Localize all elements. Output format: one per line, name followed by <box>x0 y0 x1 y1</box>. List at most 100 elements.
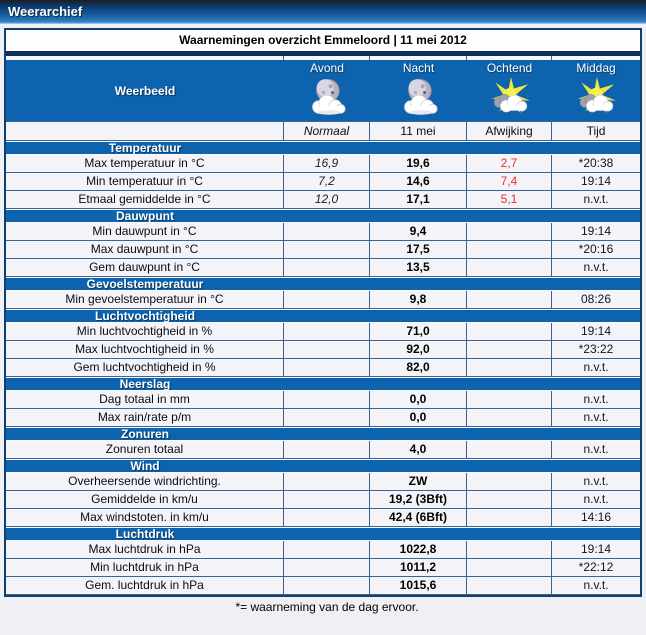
cell-afwijking <box>467 441 552 459</box>
table-row: Max dauwpunt in °C 17,5 *20:16 <box>6 241 641 259</box>
cell-value: 1011,2 <box>370 559 467 577</box>
row-label: Min temperatuur in °C <box>6 173 284 191</box>
cell-normaal <box>284 241 370 259</box>
cell-normaal <box>284 291 370 309</box>
cell-normaal: 7,2 <box>284 173 370 191</box>
section-title: Neerslag <box>119 377 171 391</box>
cell-afwijking <box>467 291 552 309</box>
cell-afwijking <box>467 391 552 409</box>
cell-normaal <box>284 341 370 359</box>
row-label: Min dauwpunt in °C <box>6 223 284 241</box>
cell-value: 19,2 (3Bft) <box>370 491 467 509</box>
cell-afwijking <box>467 577 552 595</box>
row-label: Max windstoten. in km/u <box>6 509 284 527</box>
cell-afwijking <box>467 223 552 241</box>
cell-afwijking <box>467 559 552 577</box>
section-title: Luchtvochtigheid <box>95 309 195 323</box>
row-label: Gem luchtvochtigheid in % <box>6 359 284 377</box>
section-header-row: Neerslag <box>6 377 641 391</box>
cell-normaal <box>284 441 370 459</box>
section-header-row: Gevoelstemperatuur <box>6 277 641 291</box>
daypart-cell-ochtend: Ochtend <box>467 60 552 122</box>
cell-afwijking: 7,4 <box>467 173 552 191</box>
section-header-row: Dauwpunt <box>6 209 641 223</box>
cell-tijd: 19:14 <box>552 541 641 559</box>
spacer-row <box>6 56 641 60</box>
row-label: Overheersende windrichting. <box>6 473 284 491</box>
sun-cloud-icon <box>488 77 532 117</box>
cell-tijd: n.v.t. <box>552 391 641 409</box>
cell-afwijking: 2,7 <box>467 155 552 173</box>
weather-observations-table: Waarnemingen overzicht Emmeloord | 11 me… <box>4 28 643 597</box>
section-title: Temperatuur <box>108 141 182 155</box>
row-label: Min luchtdruk in hPa <box>6 559 284 577</box>
table-row: Overheersende windrichting. ZW n.v.t. <box>6 473 641 491</box>
cell-value: 0,0 <box>370 409 467 427</box>
section-header-row: Luchtvochtigheid <box>6 309 641 323</box>
cell-normaal: 12,0 <box>284 191 370 209</box>
table-row: Max temperatuur in °C 16,9 19,6 2,7 *20:38 <box>6 155 641 173</box>
table-row: Min temperatuur in °C 7,2 14,6 7,4 19:14 <box>6 173 641 191</box>
cell-normaal <box>284 577 370 595</box>
content-area: Waarnemingen overzicht Emmeloord | 11 me… <box>0 24 646 614</box>
row-label: Min luchtvochtigheid in % <box>6 323 284 341</box>
table-row: Max luchtvochtigheid in % 92,0 *23:22 <box>6 341 641 359</box>
cell-normaal <box>284 409 370 427</box>
cell-afwijking <box>467 323 552 341</box>
cell-tijd: n.v.t. <box>552 409 641 427</box>
cell-afwijking <box>467 359 552 377</box>
table-row: Dag totaal in mm 0,0 n.v.t. <box>6 391 641 409</box>
table-row: Zonuren totaal 4,0 n.v.t. <box>6 441 641 459</box>
cell-normaal <box>284 259 370 277</box>
daypart-cell-avond: Avond <box>284 60 370 122</box>
cell-tijd: n.v.t. <box>552 359 641 377</box>
column-header-normaal: Normaal <box>284 122 370 141</box>
section-title: Wind <box>130 459 160 473</box>
row-label: Dag totaal in mm <box>6 391 284 409</box>
daypart-label: Middag <box>576 61 616 75</box>
moon-cloud-icon <box>397 77 441 117</box>
cell-value: 17,1 <box>370 191 467 209</box>
cell-value: 1022,8 <box>370 541 467 559</box>
table-title-row: Waarnemingen overzicht Emmeloord | 11 me… <box>6 30 641 56</box>
footnote: *= waarneming van de dag ervoor. <box>235 600 419 614</box>
cell-tijd: 19:14 <box>552 173 641 191</box>
cell-tijd: *23:22 <box>552 341 641 359</box>
cell-normaal <box>284 359 370 377</box>
cell-afwijking <box>467 241 552 259</box>
row-label: Gemiddelde in km/u <box>6 491 284 509</box>
cell-tijd: n.v.t. <box>552 577 641 595</box>
cell-tijd: *22:12 <box>552 559 641 577</box>
row-label: Max dauwpunt in °C <box>6 241 284 259</box>
table-row: Max luchtdruk in hPa 1022,8 19:14 <box>6 541 641 559</box>
table-row: Min dauwpunt in °C 9,4 19:14 <box>6 223 641 241</box>
cell-value: 9,4 <box>370 223 467 241</box>
row-label: Max luchtdruk in hPa <box>6 541 284 559</box>
row-label: Gem. luchtdruk in hPa <box>6 577 284 595</box>
cell-value: 71,0 <box>370 323 467 341</box>
row-label: Max rain/rate p/m <box>6 409 284 427</box>
daypart-cell-middag: Middag <box>552 60 641 122</box>
section-header-row: Zonuren <box>6 427 641 441</box>
cell-value: 19,6 <box>370 155 467 173</box>
cell-value: 92,0 <box>370 341 467 359</box>
cell-normaal <box>284 541 370 559</box>
cell-normaal <box>284 323 370 341</box>
moon-cloud-icon <box>305 77 349 117</box>
cell-normaal <box>284 391 370 409</box>
cell-tijd: 19:14 <box>552 223 641 241</box>
cell-tijd: n.v.t. <box>552 441 641 459</box>
cell-value: 14,6 <box>370 173 467 191</box>
cell-value: 42,4 (6Bft) <box>370 509 467 527</box>
section-header-row: Temperatuur <box>6 141 641 155</box>
daypart-label: Ochtend <box>486 61 533 75</box>
section-title: Gevoelstemperatuur <box>86 277 204 291</box>
cell-normaal <box>284 559 370 577</box>
section-header-row: Luchtdruk <box>6 527 641 541</box>
app-title-bar: Weerarchief <box>0 0 646 24</box>
cell-normaal <box>284 473 370 491</box>
cell-tijd: *20:16 <box>552 241 641 259</box>
weerbeeld-label-cell: Weerbeeld <box>6 60 284 122</box>
section-title: Dauwpunt <box>116 209 174 223</box>
cell-afwijking <box>467 491 552 509</box>
